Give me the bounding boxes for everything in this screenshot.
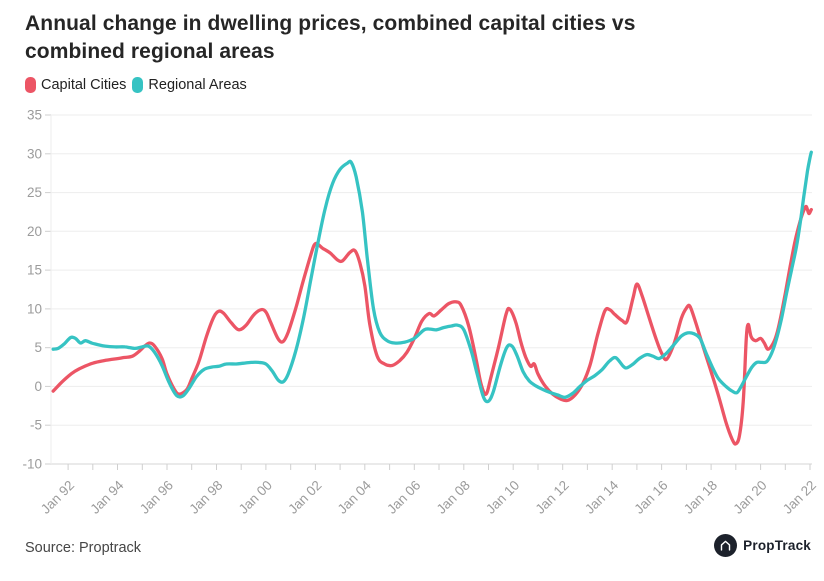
x-axis-label: Jan 06 (384, 478, 423, 517)
x-axis-label: Jan 20 (730, 478, 769, 517)
y-axis-label: 30 (27, 146, 42, 161)
y-axis-label: 20 (27, 224, 42, 239)
legend-label: Regional Areas (148, 77, 247, 93)
x-axis-label: Jan 98 (186, 478, 225, 517)
y-axis-label: 35 (27, 108, 42, 123)
x-axis-label: Jan 16 (631, 478, 670, 517)
capital-cities-swatch-icon (25, 77, 36, 93)
chart-svg: 35 30 25 20 15 10 5 0 -5 -10 Jan 92 Jan 94 Jan 96 Jan… (22, 108, 819, 517)
y-axis-label: 10 (27, 301, 42, 316)
x-axis-label: Jan 02 (285, 478, 324, 517)
x-axis-label: Jan 14 (582, 477, 622, 517)
line-chart: 35 30 25 20 15 10 5 0 -5 -10 Jan 92 Jan 94 Jan 96 Jan… (0, 104, 824, 534)
chart-legend: Capital Cities Regional Areas (25, 77, 253, 93)
x-axis-label: Jan 18 (681, 478, 720, 517)
x-axis-label: Jan 94 (87, 477, 127, 517)
x-axis-label: Jan 04 (335, 477, 375, 517)
x-axis-label: Jan 00 (236, 478, 275, 517)
y-axis-label: 25 (27, 185, 42, 200)
x-axis-label: Jan 12 (533, 478, 572, 517)
y-axis-label: 5 (34, 340, 42, 355)
x-axis-label: Jan 22 (780, 478, 819, 517)
legend-item-regional-areas[interactable]: Regional Areas (132, 77, 247, 93)
title-line-2: combined regional areas (25, 39, 275, 63)
legend-item-capital-cities[interactable]: Capital Cities (25, 77, 126, 93)
x-axis-label: Jan 92 (38, 478, 77, 517)
x-axis-label: Jan 10 (483, 478, 522, 517)
proptrack-logo: PropTrack (714, 534, 811, 557)
proptrack-house-icon (714, 534, 738, 557)
proptrack-wordmark: PropTrack (743, 538, 811, 553)
regional-areas-swatch-icon (132, 77, 144, 93)
page-title: Annual change in dwelling prices, combin… (25, 10, 636, 65)
title-line-1: Annual change in dwelling prices, combin… (25, 12, 636, 35)
x-axis-label: Jan 08 (434, 478, 473, 517)
y-axis-label: -5 (30, 418, 42, 433)
source-note: Source: Proptrack (25, 540, 142, 556)
capital-cities-line (51, 204, 813, 446)
y-axis-label: -10 (22, 457, 42, 472)
x-axis-label: Jan 96 (137, 478, 176, 517)
y-axis-label: 0 (34, 379, 42, 394)
regional-areas-line (51, 150, 813, 404)
y-axis-label: 15 (27, 263, 42, 278)
legend-label: Capital Cities (41, 77, 127, 93)
